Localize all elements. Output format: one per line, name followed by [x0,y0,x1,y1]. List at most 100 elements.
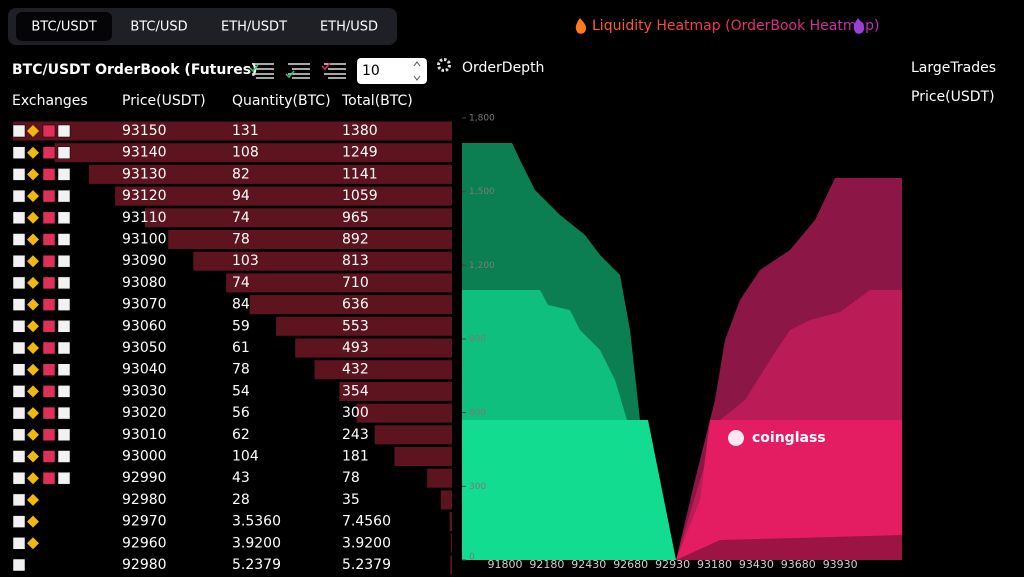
depth-bar [226,273,452,293]
active-tab-bg [16,12,112,41]
cell: 93030 [122,383,167,399]
depth-bar [449,512,452,532]
order-depth-title: OrderDepth [462,60,544,76]
large-trades-title: LargeTrades [911,60,996,76]
cell: 74 [232,275,250,291]
exchange-icon [27,342,39,354]
exchange-icon [12,558,26,572]
cell: 300 [342,405,369,421]
cell: 103 [232,253,259,269]
tab[interactable]: BTC/USDT [31,20,96,35]
exchange-icon [27,190,39,203]
depth-input[interactable] [357,58,427,84]
column-header: Total(BTC) [341,93,413,109]
cell: 892 [342,232,369,248]
exchange-icon [27,233,39,246]
cell: 93040 [122,362,167,378]
cell: 74 [232,210,250,226]
exchange-icon [57,385,71,398]
cell: 1059 [342,188,378,204]
exchange-icon [12,254,26,268]
exchange-icon [42,385,56,398]
cell: 93140 [122,145,167,161]
cell: 108 [232,145,259,161]
exchange-icon [57,471,71,485]
x-tick-label: 91800 [488,558,523,571]
x-tick-label: 93930 [823,558,858,571]
spinner[interactable] [413,61,421,81]
exchange-icon [12,515,26,528]
exchange-icon [57,189,71,203]
cell: 636 [342,297,369,313]
exchange-icon [12,168,26,181]
exchange-icon [27,537,39,550]
orderbook-title: BTC/USDT OrderBook (Futures) [12,62,257,78]
y-tick-label: 300 [469,482,486,492]
exchange-icon [12,363,26,376]
cell: 93080 [122,275,167,291]
cell: 3.9200 [342,535,391,551]
exchange-icon [12,537,26,550]
exchange-icon [42,428,56,442]
cell: 710 [342,275,369,291]
cell: 93060 [122,318,167,334]
cell: 78 [232,232,250,248]
depth-areas [462,143,902,560]
cell: 78 [232,362,250,378]
settings-gear[interactable] [437,58,451,72]
exchange-icon [12,341,26,355]
exchange-icon [27,168,39,181]
exchange-icon [12,146,26,159]
exchange-icon [42,341,56,355]
exchange-icon [42,211,56,225]
depth-bar [115,186,452,206]
depth-bar [168,230,452,249]
large-trades-column: Price(USDT) [911,89,995,105]
exchange-icon [12,406,26,420]
cell: 5.2379 [342,557,391,573]
cell: 93010 [122,427,167,443]
cell: 553 [342,318,369,334]
exchange-icon [57,168,71,181]
cell: 92980 [122,492,167,508]
exchange-icon [42,471,56,485]
depth-bar [339,381,452,401]
depth-bar [450,533,452,553]
cell: 59 [232,318,250,334]
exchange-icon [27,146,39,159]
tab[interactable]: BTC/USD [130,20,187,35]
exchange-icon [57,124,71,138]
view-icons[interactable] [249,62,346,79]
exchange-icon [12,471,26,485]
tab[interactable]: ETH/USDT [221,20,287,35]
depth-bar [356,403,452,423]
cell: 54 [232,383,250,399]
depth-input-value[interactable]: 10 [362,63,380,79]
heatmap-link[interactable]: Liquidity Heatmap (OrderBook Heatmap) [592,18,879,34]
cell: 93000 [122,449,167,465]
cell: 93110 [122,210,167,226]
y-tick-label: 600 [469,408,486,418]
exchange-icon [57,363,71,376]
x-tick-label: 92180 [529,558,564,571]
cell: 104 [232,449,259,465]
cell: 92960 [122,535,167,551]
cell: 93130 [122,166,167,182]
exchange-icon [57,320,71,333]
exchange-icon [42,276,56,290]
exchange-icon [12,320,26,333]
exchange-icon [57,276,71,290]
exchange-icon [42,168,56,181]
y-tick-label: 1,200 [469,261,495,271]
exchange-icon [12,189,26,203]
exchange-icon [12,493,26,507]
exchange-icon [42,298,56,311]
exchange-icon [57,146,71,159]
depth-bar [374,425,452,445]
cell: 61 [232,340,250,356]
depth-bar [276,316,452,336]
exchange-icon [27,276,39,289]
tab[interactable]: ETH/USD [320,20,378,35]
exchange-icon [27,515,39,528]
